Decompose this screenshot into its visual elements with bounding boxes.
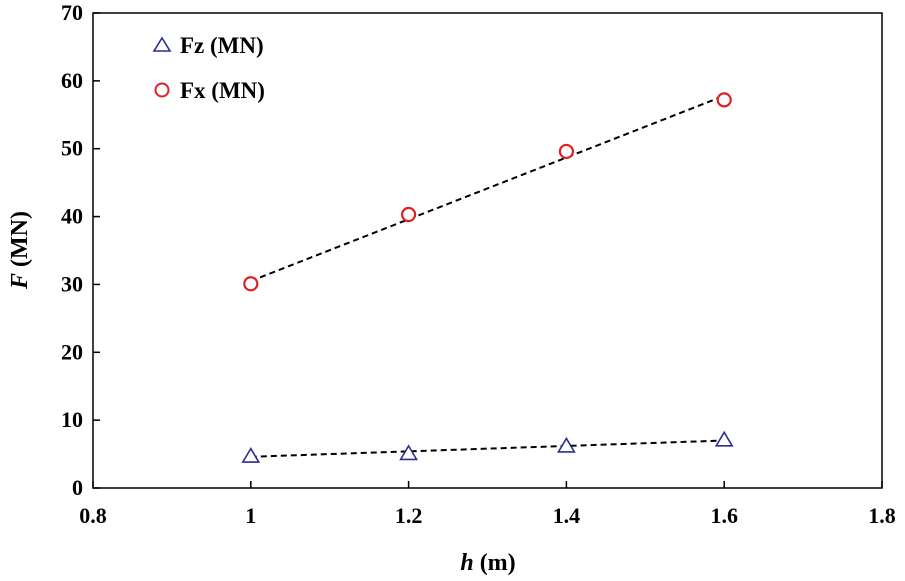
legend: Fz (MN) Fx (MN) <box>152 33 265 103</box>
y-tick-label-0: 0 <box>72 475 83 500</box>
plot-area <box>92 12 883 489</box>
x-tick-label-1.8: 1.8 <box>868 503 896 528</box>
trendlines <box>250 94 725 458</box>
legend-item-fx: Fx (MN) <box>154 78 265 103</box>
y-tick-label-30: 30 <box>61 271 83 296</box>
y-tick-label-20: 20 <box>61 339 83 364</box>
marker-fz-2 <box>556 436 576 453</box>
legend-fx-label: Fx (MN) <box>180 78 265 103</box>
x-tick-label-1.4: 1.4 <box>553 503 581 528</box>
x-tick-label-1.6: 1.6 <box>710 503 738 528</box>
marker-fx-2 <box>558 143 575 160</box>
legend-item-fz: Fz (MN) <box>152 33 264 58</box>
y-axis-title: F (MN) <box>7 211 33 290</box>
y-tick-label-70: 70 <box>61 0 83 25</box>
legend-fz-label: Fz (MN) <box>180 33 264 58</box>
x-axis-var: h <box>460 550 473 576</box>
x-tick-label-0.8: 0.8 <box>79 503 107 528</box>
y-axis-unit: (MN) <box>7 211 33 273</box>
y-tick-label-50: 50 <box>61 136 83 161</box>
trendline-fx <box>250 94 725 282</box>
y-tick-label-60: 60 <box>61 68 83 93</box>
data-markers <box>241 92 734 463</box>
marker-fx-3 <box>716 92 732 108</box>
legend-fz-triangle-icon <box>152 36 172 52</box>
marker-fz-1 <box>399 444 419 461</box>
y-tick-label-10: 10 <box>61 407 83 432</box>
trendline-fz <box>250 439 725 458</box>
tick-labels: 0 10 20 30 40 50 60 70 0.8 1 1.2 1.4 1.6 1.8 <box>61 0 896 528</box>
x-tick-label-1.2: 1.2 <box>395 503 423 528</box>
x-tick-label-1: 1 <box>245 503 256 528</box>
y-tick-label-40: 40 <box>61 204 83 229</box>
legend-fx-circle-icon <box>154 82 170 98</box>
marker-fz-0 <box>241 447 261 463</box>
y-axis-var: F <box>7 273 33 290</box>
marker-fz-3 <box>714 430 734 447</box>
x-axis-title: h (m) <box>460 550 515 576</box>
x-axis-unit: (m) <box>474 550 516 576</box>
marker-fx-1 <box>401 206 417 223</box>
axis-ticks <box>92 12 883 489</box>
marker-fx-0 <box>243 276 259 292</box>
